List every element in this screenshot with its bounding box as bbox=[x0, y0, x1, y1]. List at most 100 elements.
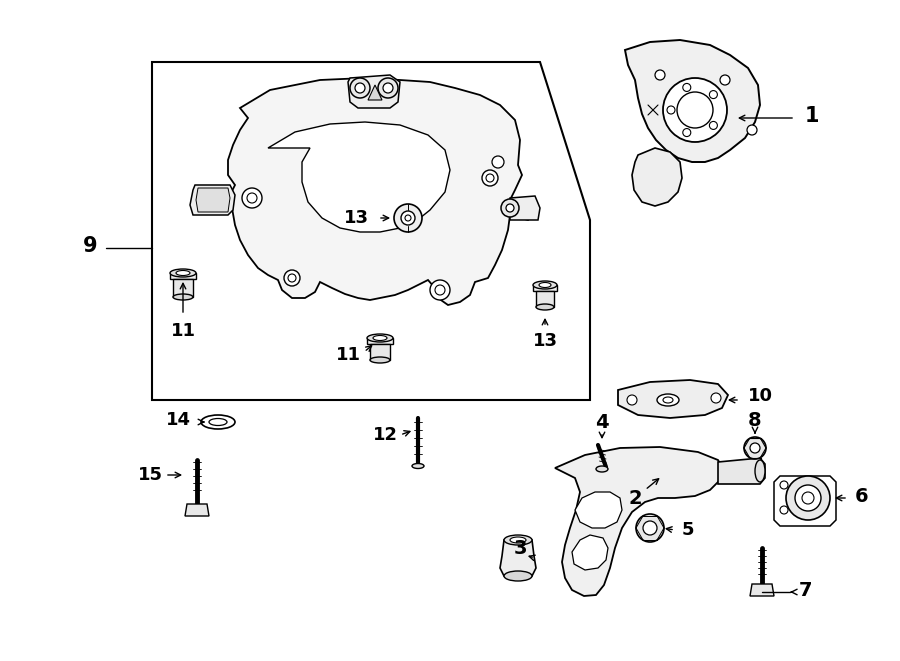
Polygon shape bbox=[170, 273, 196, 279]
Ellipse shape bbox=[596, 466, 608, 472]
Polygon shape bbox=[632, 148, 682, 206]
Polygon shape bbox=[555, 447, 724, 596]
Ellipse shape bbox=[510, 537, 526, 543]
Polygon shape bbox=[228, 78, 538, 305]
Polygon shape bbox=[718, 458, 765, 484]
Polygon shape bbox=[185, 504, 209, 516]
Circle shape bbox=[663, 78, 727, 142]
Ellipse shape bbox=[173, 294, 193, 300]
Ellipse shape bbox=[367, 334, 393, 342]
Circle shape bbox=[802, 492, 814, 504]
Circle shape bbox=[405, 215, 411, 221]
Circle shape bbox=[401, 211, 415, 225]
Polygon shape bbox=[500, 540, 536, 576]
Text: 10: 10 bbox=[748, 387, 772, 405]
Polygon shape bbox=[152, 62, 590, 400]
Polygon shape bbox=[367, 338, 393, 344]
Text: 11: 11 bbox=[170, 322, 195, 340]
Text: 14: 14 bbox=[166, 411, 191, 429]
Text: 8: 8 bbox=[748, 410, 761, 430]
Circle shape bbox=[242, 188, 262, 208]
Circle shape bbox=[430, 280, 450, 300]
Circle shape bbox=[288, 274, 296, 282]
Circle shape bbox=[627, 395, 637, 405]
Text: 11: 11 bbox=[336, 346, 361, 364]
Text: 13: 13 bbox=[344, 209, 368, 227]
Circle shape bbox=[482, 170, 498, 186]
Ellipse shape bbox=[412, 463, 424, 469]
Circle shape bbox=[350, 78, 370, 98]
Circle shape bbox=[720, 75, 730, 85]
Text: 3: 3 bbox=[513, 539, 526, 557]
Circle shape bbox=[683, 83, 691, 91]
Circle shape bbox=[378, 78, 398, 98]
Ellipse shape bbox=[370, 357, 390, 363]
Text: 6: 6 bbox=[855, 488, 868, 506]
Circle shape bbox=[655, 70, 665, 80]
Circle shape bbox=[394, 204, 422, 232]
Circle shape bbox=[284, 270, 300, 286]
Circle shape bbox=[501, 199, 519, 217]
Ellipse shape bbox=[539, 282, 551, 288]
Ellipse shape bbox=[373, 336, 387, 340]
Circle shape bbox=[786, 476, 830, 520]
Circle shape bbox=[750, 443, 760, 453]
Circle shape bbox=[506, 204, 514, 212]
Circle shape bbox=[711, 393, 721, 403]
Text: 13: 13 bbox=[533, 332, 557, 350]
Circle shape bbox=[636, 514, 664, 542]
Circle shape bbox=[744, 437, 766, 459]
Circle shape bbox=[486, 174, 494, 182]
Text: 1: 1 bbox=[805, 106, 819, 126]
Circle shape bbox=[435, 285, 445, 295]
Circle shape bbox=[683, 128, 691, 137]
Ellipse shape bbox=[657, 394, 679, 406]
Circle shape bbox=[677, 92, 713, 128]
Ellipse shape bbox=[533, 281, 557, 289]
Polygon shape bbox=[750, 584, 774, 596]
Circle shape bbox=[747, 125, 757, 135]
Text: 12: 12 bbox=[373, 426, 398, 444]
Text: 2: 2 bbox=[628, 488, 642, 508]
Circle shape bbox=[780, 506, 788, 514]
Polygon shape bbox=[625, 40, 760, 162]
Circle shape bbox=[643, 521, 657, 535]
Polygon shape bbox=[533, 285, 557, 291]
Circle shape bbox=[709, 91, 717, 98]
Polygon shape bbox=[348, 75, 400, 108]
Circle shape bbox=[383, 83, 393, 93]
Ellipse shape bbox=[504, 535, 532, 545]
Polygon shape bbox=[774, 476, 836, 526]
Circle shape bbox=[795, 485, 821, 511]
Text: 15: 15 bbox=[138, 466, 163, 484]
Polygon shape bbox=[368, 85, 382, 100]
Polygon shape bbox=[575, 492, 622, 528]
Polygon shape bbox=[618, 380, 728, 418]
Ellipse shape bbox=[755, 460, 765, 482]
Circle shape bbox=[355, 83, 365, 93]
Polygon shape bbox=[510, 196, 540, 220]
Ellipse shape bbox=[170, 269, 196, 277]
Ellipse shape bbox=[201, 415, 235, 429]
Ellipse shape bbox=[504, 571, 532, 581]
Polygon shape bbox=[572, 535, 608, 570]
Text: 9: 9 bbox=[83, 236, 97, 256]
Ellipse shape bbox=[176, 270, 190, 276]
Ellipse shape bbox=[209, 418, 227, 426]
Polygon shape bbox=[173, 279, 193, 297]
Circle shape bbox=[667, 106, 675, 114]
Ellipse shape bbox=[536, 304, 554, 310]
Ellipse shape bbox=[663, 397, 673, 403]
Polygon shape bbox=[536, 291, 554, 307]
Polygon shape bbox=[370, 344, 390, 360]
Circle shape bbox=[492, 156, 504, 168]
Circle shape bbox=[780, 481, 788, 489]
Text: 7: 7 bbox=[799, 580, 813, 600]
Circle shape bbox=[709, 122, 717, 130]
Text: 5: 5 bbox=[682, 521, 694, 539]
Polygon shape bbox=[190, 185, 235, 215]
Polygon shape bbox=[196, 188, 230, 212]
Text: 4: 4 bbox=[595, 412, 608, 432]
Circle shape bbox=[247, 193, 257, 203]
Polygon shape bbox=[268, 122, 450, 232]
